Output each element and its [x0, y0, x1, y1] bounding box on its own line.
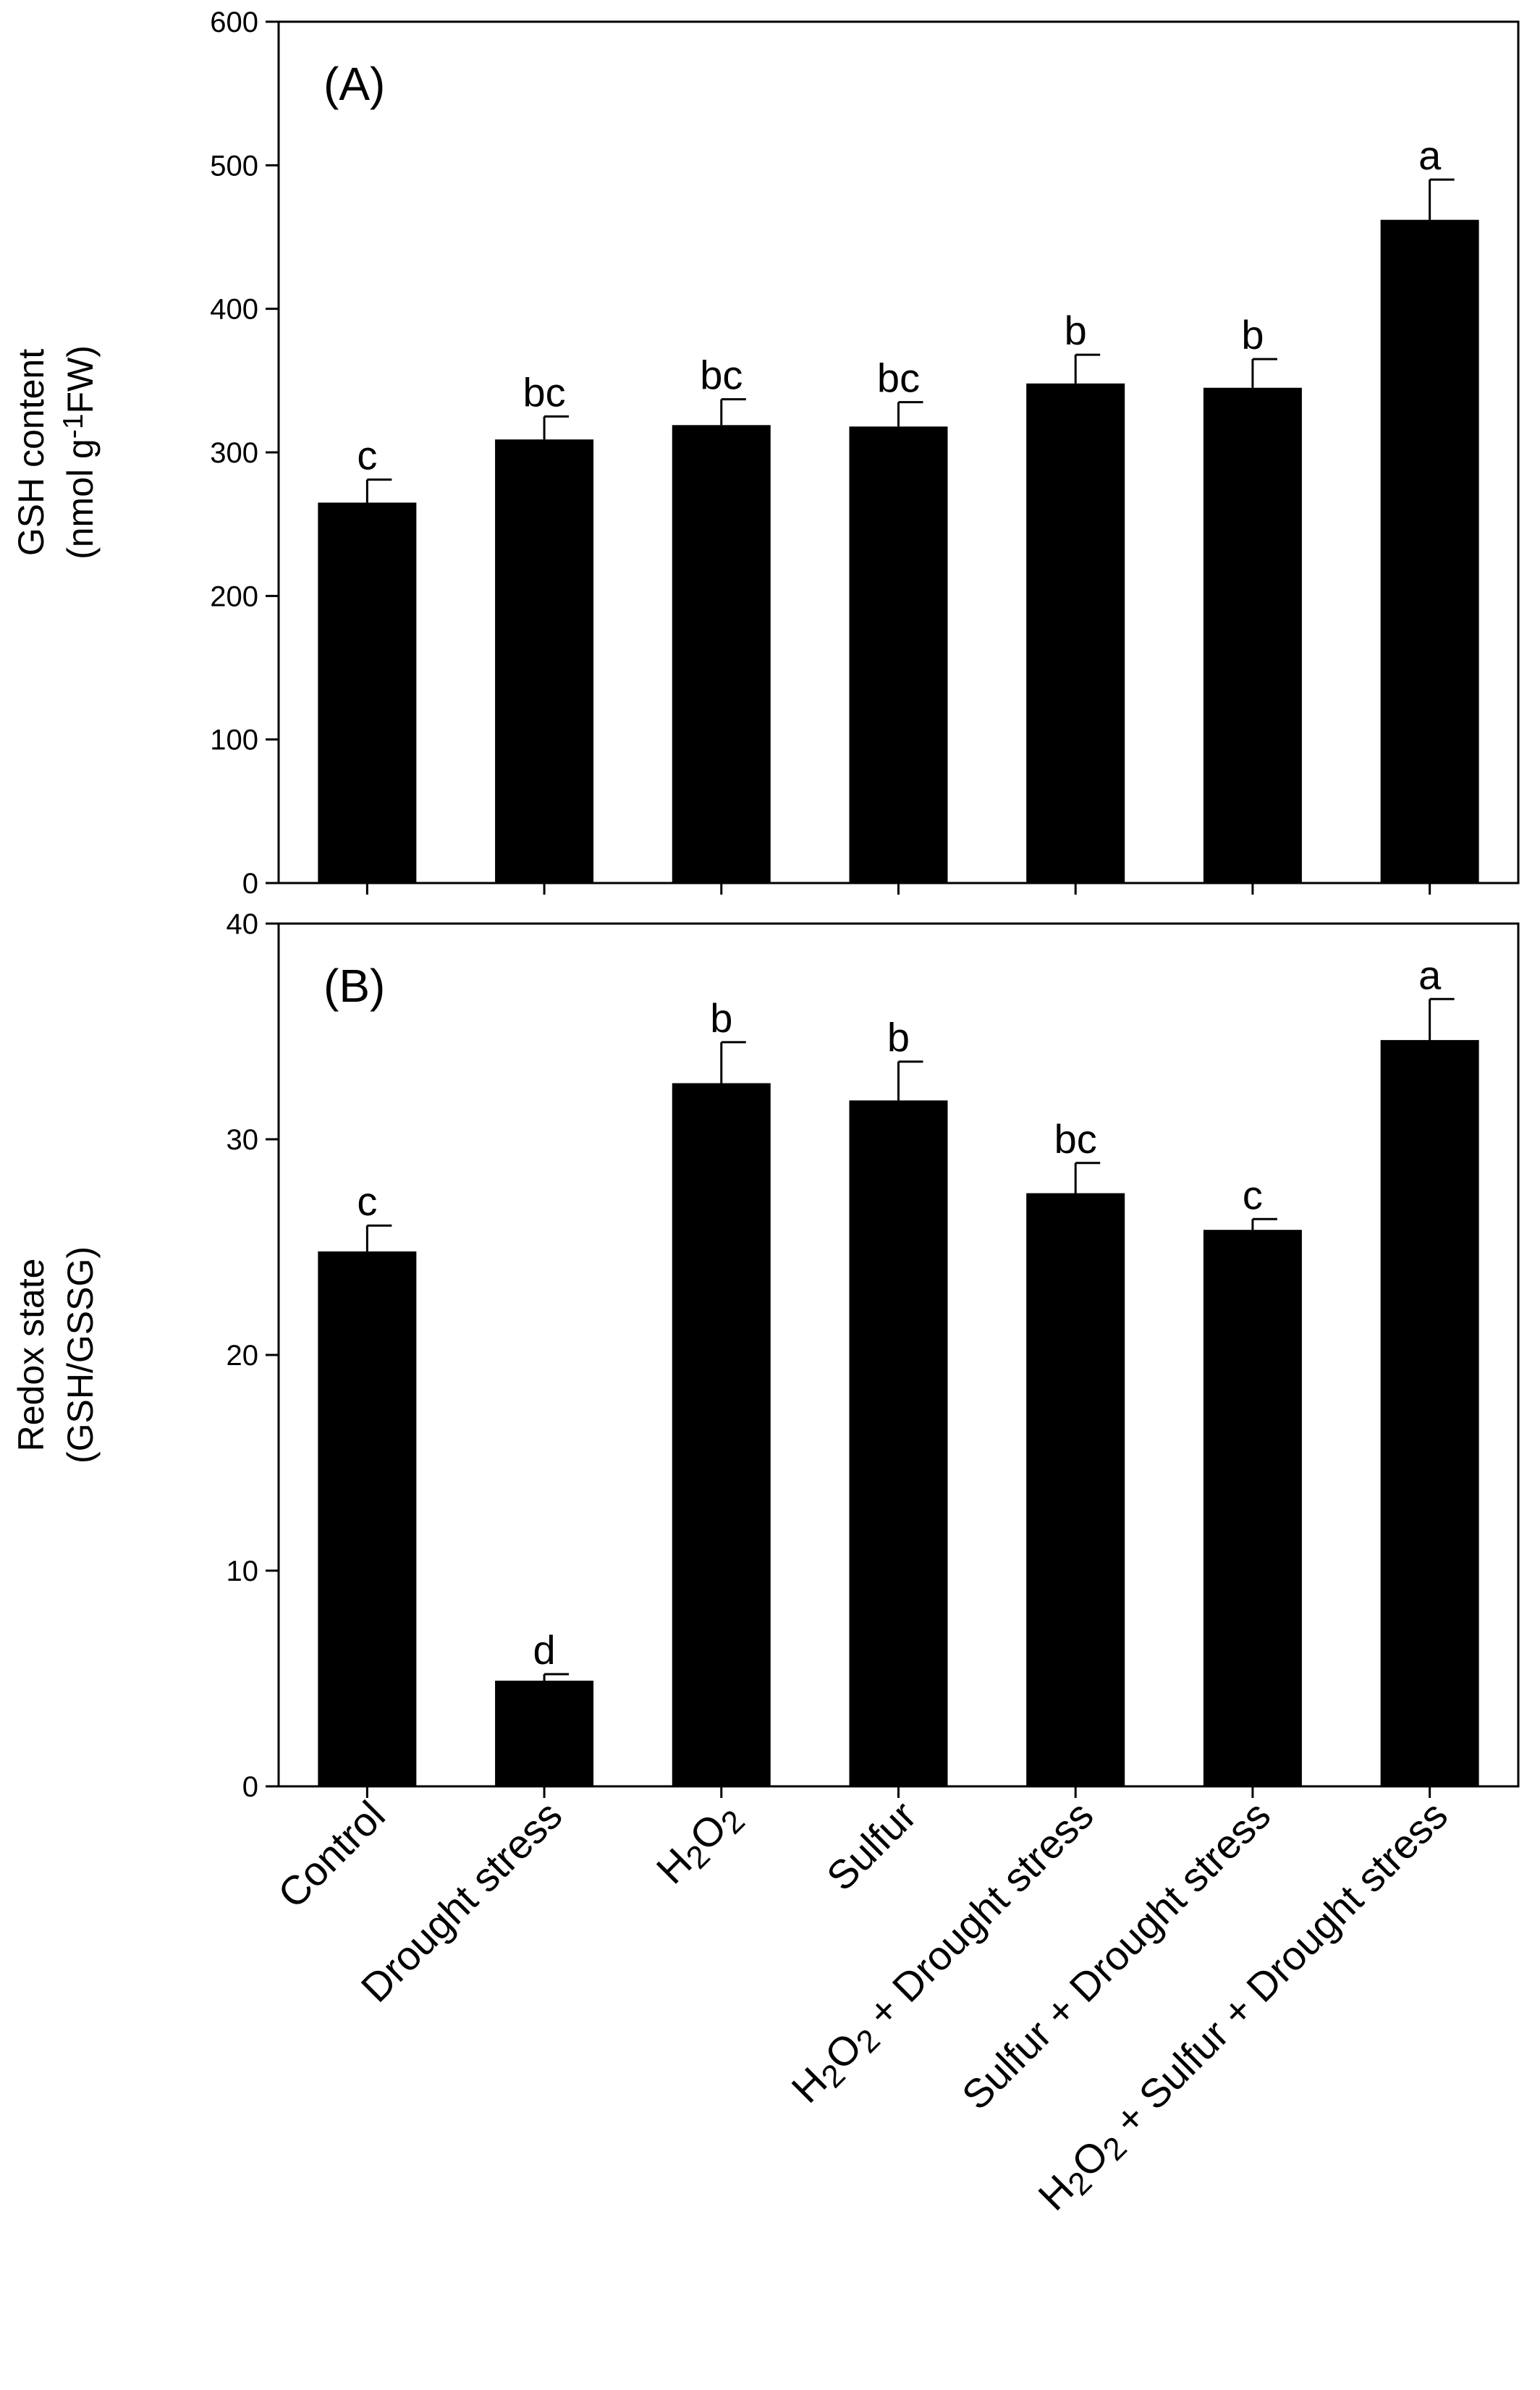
error-bar-a-3 [897, 401, 923, 427]
significance-letter-b-5: c [1243, 1172, 1263, 1217]
bar-b-1 [495, 1680, 594, 1786]
bar-a-3 [849, 426, 948, 883]
bar-a-6 [1380, 219, 1479, 883]
significance-letter-b-4: bc [1054, 1116, 1097, 1162]
error-bar-b-3 [897, 1060, 923, 1101]
significance-letter-a-1: bc [522, 369, 565, 415]
error-bar-b-2 [720, 1041, 746, 1084]
y-axis-title-line2-a: (nmol g-1FW) [58, 345, 101, 560]
significance-letter-a-6: a [1418, 132, 1442, 178]
error-bar-b-0 [365, 1224, 392, 1251]
y-tick-label-a-4: 400 [210, 294, 258, 326]
y-tick-label-b-2: 20 [227, 1340, 259, 1372]
panel-label-b: (B) [323, 960, 385, 1012]
significance-letter-b-3: b [887, 1015, 910, 1060]
y-tick-label-a-6: 600 [210, 7, 258, 38]
y-axis-title-line1-b: Redox state [11, 1259, 51, 1452]
significance-letter-b-0: c [357, 1178, 377, 1224]
y-axis-title-line1-a: GSH content [11, 349, 51, 556]
category-label-3: Sulfur [818, 1792, 925, 1899]
error-bar-b-1 [543, 1673, 570, 1681]
bar-b-0 [318, 1251, 417, 1786]
bar-a-5 [1203, 387, 1302, 883]
bar-a-4 [1026, 383, 1125, 883]
y-axis-title-line2-b: (GSH/GSSG) [60, 1246, 101, 1464]
category-label-4: H2O2 + Drought stress [782, 1792, 1106, 2116]
y-tick-label-a-0: 0 [242, 868, 258, 900]
y-tick-label-a-2: 200 [210, 580, 258, 612]
y-tick-label-a-5: 500 [210, 150, 258, 182]
category-label-0: Control [269, 1792, 394, 1917]
error-bar-b-6 [1429, 997, 1455, 1040]
significance-letter-a-2: bc [700, 352, 742, 398]
y-tick-label-a-3: 300 [210, 437, 258, 469]
bar-b-5 [1203, 1230, 1302, 1786]
significance-letter-b-2: b [710, 995, 732, 1041]
error-bar-a-1 [543, 415, 570, 440]
panel-label-a: (A) [323, 58, 385, 110]
bar-a-0 [318, 502, 417, 883]
bar-b-3 [849, 1100, 948, 1786]
error-bar-b-4 [1074, 1162, 1101, 1194]
significance-letter-b-1: d [533, 1627, 555, 1673]
significance-letter-a-5: b [1241, 312, 1264, 358]
y-tick-label-b-0: 0 [242, 1771, 258, 1803]
error-bar-a-4 [1074, 353, 1101, 384]
error-bar-a-0 [365, 478, 392, 503]
bar-b-2 [672, 1083, 771, 1786]
y-tick-label-a-1: 100 [210, 725, 258, 756]
error-bar-a-2 [720, 398, 746, 426]
bar-a-2 [672, 425, 771, 883]
significance-letter-a-0: c [357, 433, 377, 478]
error-bar-a-6 [1429, 178, 1455, 220]
category-label-2: H2O2 [648, 1792, 752, 1896]
bar-b-4 [1026, 1193, 1125, 1786]
y-tick-label-b-4: 40 [227, 908, 259, 940]
bar-b-6 [1380, 1039, 1479, 1786]
significance-letter-b-6: a [1418, 952, 1442, 997]
significance-letter-a-3: bc [877, 355, 920, 401]
significance-letter-a-4: b [1065, 308, 1087, 353]
error-bar-a-5 [1251, 358, 1277, 388]
error-bar-b-5 [1251, 1217, 1277, 1230]
panel-b-redox-state: c d b b bc c a 0 10 20 30 40 (B) Redox state (GSH/GSSG… [11, 908, 1520, 1803]
y-tick-label-b-1: 10 [227, 1555, 259, 1587]
y-tick-label-b-3: 30 [227, 1124, 259, 1156]
bar-a-1 [495, 439, 594, 883]
category-label-5: Sulfur + Drought stress [953, 1792, 1279, 2119]
panel-a-gsh-content: c bc bc bc b b a 0 100 200 300 400 500 600 (A) GSH cont… [11, 7, 1520, 900]
